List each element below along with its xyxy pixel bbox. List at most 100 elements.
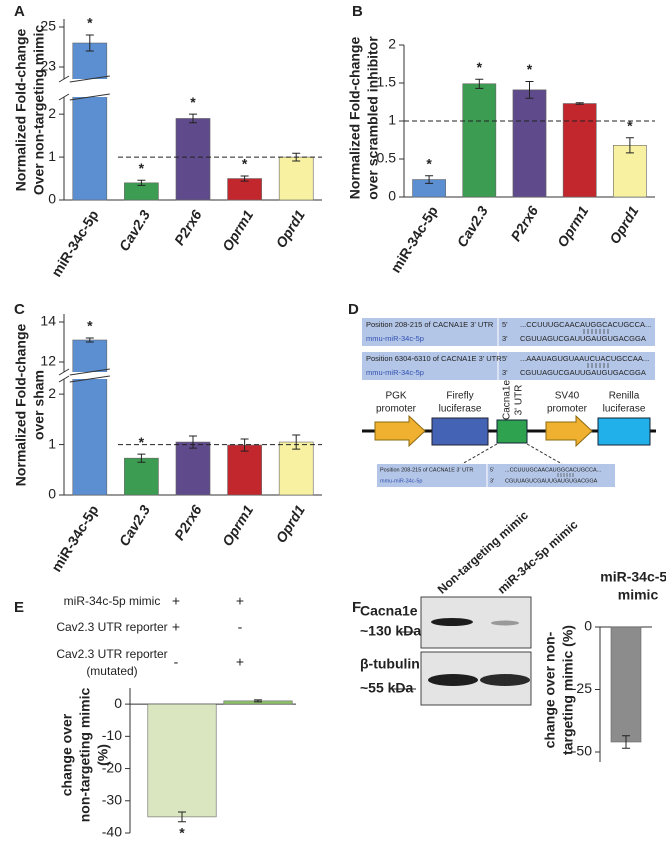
alignment-bg [377, 464, 615, 487]
y-tick-label: 0.5 [377, 150, 397, 166]
construct-label: Renilla [609, 391, 640, 402]
significance-mark: * [87, 318, 93, 334]
y-axis-title: Normalized Fold-change [347, 37, 363, 200]
y-tick-label: -25 [572, 680, 592, 696]
condition-label: Cav2.3 UTR reporter [56, 647, 167, 661]
blot-band [480, 674, 530, 686]
y-tick-label: 0 [114, 695, 122, 711]
alignment-position: Position 208-215 of CACNA1E 3' UTR [380, 467, 473, 473]
x-tick-label: Oprd1 [606, 203, 642, 247]
blot-band [428, 674, 478, 686]
bar [278, 441, 314, 496]
alignment-mirna: mmu-miR-34c-5p [366, 334, 424, 343]
significance-mark: * [139, 160, 145, 176]
construct-label: Cacna1e [502, 380, 513, 420]
x-tick-label: Oprm1 [554, 203, 592, 250]
y-tick-label: 2 [48, 105, 56, 121]
condition-mark: + [172, 619, 180, 635]
y-axis-title: Normalized Fold-change [13, 29, 29, 192]
y-axis-title: non-targeting mimic [77, 688, 93, 823]
condition-label: Cav2.3 UTR reporter [56, 620, 167, 634]
alignment-position: Position 208-215 of CACNA1E 3' UTR [366, 320, 494, 329]
utr-box [496, 419, 528, 444]
bar [175, 118, 211, 201]
construct-label: SV40 [555, 391, 580, 402]
inset-alignment: Position 208-215 of CACNA1E 3' UTR mmu-m… [377, 464, 615, 487]
y-tick-label: 0 [48, 191, 56, 207]
error-bar [254, 699, 262, 703]
y-tick-label: 1 [48, 435, 56, 451]
error-bar [85, 337, 94, 343]
error-bar [622, 735, 630, 749]
alignment-bg [362, 318, 655, 346]
error-bar [625, 137, 634, 154]
alignment-mirna: mmu-miR-34c-5p [366, 368, 424, 377]
significance-mark: * [190, 94, 196, 110]
pairing [557, 473, 574, 477]
significance-mark: * [179, 824, 185, 840]
y-tick-label: 12 [40, 353, 56, 369]
bar [72, 42, 108, 201]
significance-mark: * [242, 156, 248, 172]
blot-band [431, 618, 473, 626]
alignment-mirna: mmu-miR-34c-5p [380, 478, 422, 484]
axis-break [58, 368, 70, 383]
significance-mark: * [426, 155, 432, 171]
five-prime: 5' [490, 467, 494, 473]
significance-mark: * [527, 61, 533, 77]
construct-label: 3' UTR [514, 385, 525, 416]
bar [278, 156, 314, 201]
break-gap [70, 79, 109, 97]
y-tick-label: -20 [102, 759, 122, 775]
y-axis-title: (%) [95, 744, 111, 766]
error-bar [137, 453, 146, 463]
y-axis-title: over sham [31, 370, 47, 440]
y-axis-title: change over non- [542, 631, 558, 748]
construct-label: promoter [376, 404, 417, 415]
error-bar [425, 175, 434, 184]
panel-label: B [352, 3, 363, 20]
panel-label: A [14, 3, 25, 20]
western-blot [390, 596, 532, 706]
bar [610, 626, 642, 743]
y-axis-title: Normalized Fold-change [13, 324, 29, 487]
target-seq: ...CCUUUGCAACAUGGCACUGCCA... [505, 467, 602, 473]
error-bar [137, 179, 146, 186]
error-bar [525, 80, 534, 99]
significance-mark: * [139, 434, 145, 450]
construct-label: Firefly [446, 391, 473, 402]
y-axis-title: Over non-targeting mimic [31, 25, 47, 196]
pairing [587, 363, 609, 368]
alignment-bg [362, 352, 655, 380]
y-tick-label: 0 [48, 486, 56, 502]
axis-break [69, 75, 110, 101]
break-gap [70, 372, 109, 379]
mirna-seq: CGUUAGUCGAUUGAUGUGACGGA [520, 368, 646, 377]
x-tick-label: Oprd1 [272, 207, 308, 251]
chart-title: miR-34c-5p [600, 569, 666, 585]
x-tick-label: Oprm1 [219, 207, 257, 254]
error-bar [475, 78, 484, 89]
construct-label: promoter [547, 404, 588, 415]
x-tick-label: miR-34c-5p [48, 207, 102, 279]
x-tick-label: P2rx6 [171, 207, 205, 248]
promoter-arrow [374, 414, 426, 448]
panel-label: C [14, 301, 25, 318]
y-tick-label: 23 [40, 58, 56, 74]
bar [124, 457, 159, 496]
y-tick-label: 1 [388, 112, 396, 128]
condition-mark: + [236, 593, 244, 609]
construct-label: luciferase [439, 404, 482, 415]
error-bar [240, 175, 249, 182]
y-axis-title: over scrambled inhibitor [365, 36, 381, 200]
bar [72, 339, 108, 496]
significance-mark: * [87, 15, 93, 31]
error-bar [189, 435, 197, 449]
significance-mark: * [477, 59, 483, 75]
condition-mark: + [236, 654, 244, 670]
y-tick-label: 14 [40, 313, 56, 329]
y-tick-label: 2 [388, 36, 396, 52]
bar [462, 83, 497, 198]
bar [613, 145, 647, 198]
y-tick-label: -10 [102, 727, 122, 743]
